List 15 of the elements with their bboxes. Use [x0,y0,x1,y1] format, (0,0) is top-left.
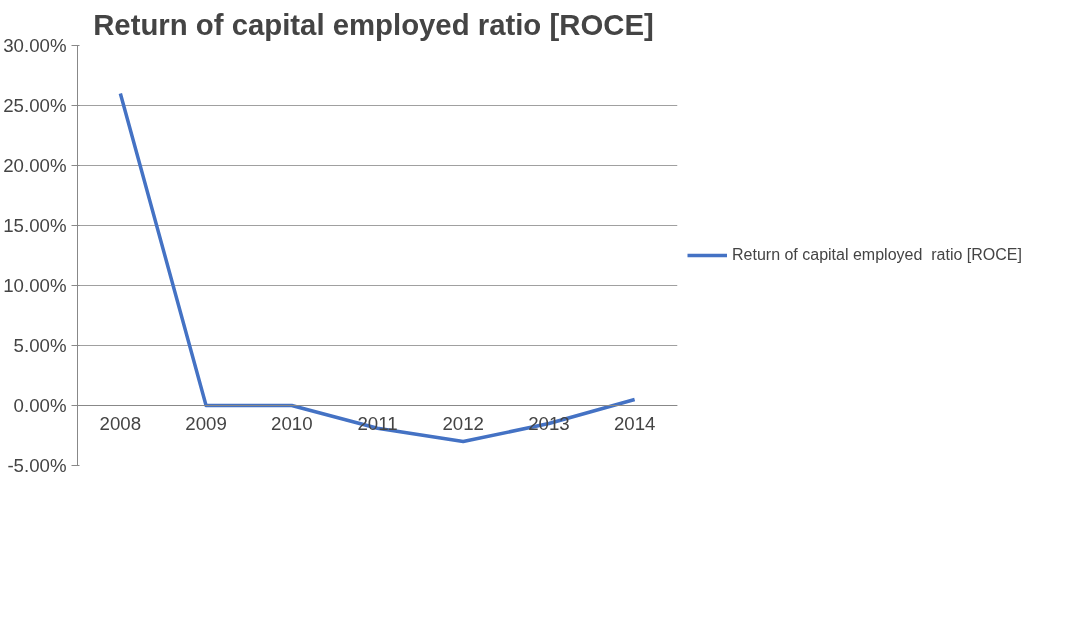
legend-label: Return of capital employed ratio [ROCE] [732,246,1022,264]
x-tick-label: 2009 [185,412,227,434]
y-tick-label: 0.00% [13,395,67,416]
x-tick-label: 2010 [271,412,313,434]
chart-title: Return of capital employed ratio [ROCE] [93,7,654,41]
x-tick-label: 2008 [99,412,142,434]
y-tick-label: 20.00% [3,155,67,176]
y-tick-label: 10.00% [3,275,67,296]
x-tick-label: 2014 [613,412,656,434]
y-tick-label: 15.00% [3,215,67,236]
y-tick-label: 25.00% [3,95,67,116]
x-tick-label: 2012 [442,412,484,434]
y-tick-label: 30.00% [3,35,67,56]
y-tick-label: -5.00% [7,455,67,476]
y-tick-label: 5.00% [13,335,67,356]
